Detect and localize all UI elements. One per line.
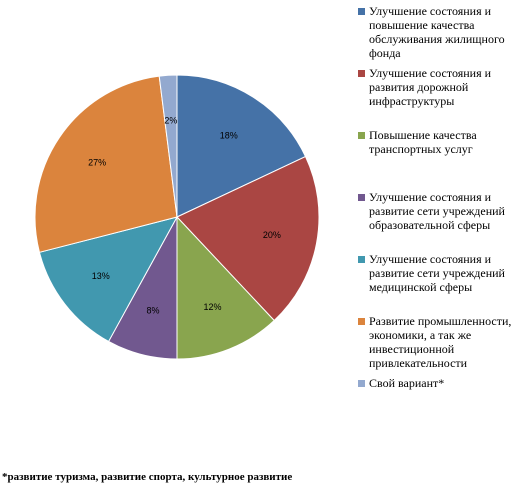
pie-slice-5 bbox=[38, 216, 178, 343]
slice-label-6: 27% bbox=[88, 158, 106, 168]
pie-slice-3 bbox=[176, 215, 275, 360]
legend-item-4: Улучшение состояния и развитие сети учре… bbox=[358, 190, 528, 232]
legend-swatch-3 bbox=[358, 132, 365, 139]
legend-label-4: Улучшение состояния и развитие сети учре… bbox=[369, 190, 505, 232]
pie-slice-7 bbox=[158, 74, 178, 218]
legend-label-7: Свой вариант* bbox=[369, 376, 445, 390]
legend-item-2: Улучшение состояния и развития дорожной … bbox=[358, 66, 528, 108]
legend-item-3: Повышение качества транспортных услуг bbox=[358, 128, 528, 156]
legend-swatch-1 bbox=[358, 8, 365, 15]
pie-slice-2 bbox=[176, 155, 320, 322]
footnote: *развитие туризма, развитие спорта, куль… bbox=[2, 471, 293, 483]
legend-item-5: Улучшение состояния и развитие сети учре… bbox=[358, 252, 528, 294]
pie-slice-6 bbox=[34, 75, 178, 253]
legend-label-2: Улучшение состояния и развития дорожной … bbox=[369, 66, 492, 108]
legend-item-6: Развитие промышленности, экономики, а та… bbox=[358, 314, 528, 370]
legend-label-3: Повышение качества транспортных услуг bbox=[369, 128, 477, 156]
pie-chart: 18% 20% 12% 8% 13% 27% 2% bbox=[34, 74, 320, 360]
legend-item-1: Улучшение состояния и повышение качества… bbox=[358, 4, 528, 60]
legend-label-1: Улучшение состояния и повышение качества… bbox=[369, 4, 505, 60]
legend-item-7: Свой вариант* bbox=[358, 376, 528, 390]
pie-slice-1 bbox=[176, 74, 307, 218]
slice-label-5: 13% bbox=[92, 271, 110, 281]
slice-label-3: 12% bbox=[204, 302, 222, 312]
slice-label-2: 20% bbox=[263, 230, 281, 240]
legend-label-6: Развитие промышленности, экономики, а та… bbox=[369, 314, 512, 370]
legend-swatch-2 bbox=[358, 70, 365, 77]
legend-label-5: Улучшение состояния и развитие сети учре… bbox=[369, 252, 505, 294]
slice-label-1: 18% bbox=[220, 130, 238, 140]
legend-swatch-4 bbox=[358, 194, 365, 201]
legend-swatch-5 bbox=[358, 256, 365, 263]
legend-swatch-7 bbox=[358, 380, 365, 387]
slice-label-4: 8% bbox=[146, 306, 159, 316]
slice-label-7: 2% bbox=[164, 116, 177, 126]
legend-swatch-6 bbox=[358, 318, 365, 325]
